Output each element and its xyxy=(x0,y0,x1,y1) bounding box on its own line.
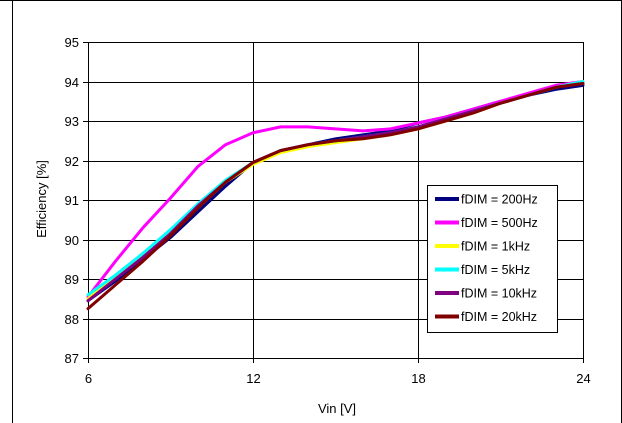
x-tick-label: 6 xyxy=(85,371,92,386)
legend-label: fDIM = 200Hz xyxy=(461,193,538,207)
x-tick-label: 18 xyxy=(411,371,425,386)
legend-box xyxy=(427,185,558,333)
y-tick-label: 91 xyxy=(65,193,79,208)
y-tick-label: 94 xyxy=(65,75,79,90)
plot-area: 87 88 89 90 91 92 93 94 95 6 12 18 24 xyxy=(65,35,591,386)
y-tick-label: 89 xyxy=(65,272,79,287)
legend-label: fDIM = 10kHz xyxy=(461,287,537,301)
legend-label: fDIM = 20kHz xyxy=(461,310,537,324)
x-axis-label: Vin [V] xyxy=(318,401,356,416)
plot-border xyxy=(88,42,584,359)
y-tick-label: 87 xyxy=(65,351,79,366)
legend-label: fDIM = 1kHz xyxy=(461,240,530,254)
legend-label: fDIM = 500Hz xyxy=(461,216,538,230)
y-tick-label: 88 xyxy=(65,312,79,327)
y-tick-label: 92 xyxy=(65,154,79,169)
y-tick-label: 90 xyxy=(65,233,79,248)
series-line xyxy=(86,82,585,311)
series-line xyxy=(86,80,585,299)
y-tick-label: 95 xyxy=(65,35,79,50)
x-tick-label: 12 xyxy=(246,371,260,386)
x-tick-label: 24 xyxy=(576,371,590,386)
legend: fDIM = 200Hz fDIM = 500Hz fDIM = 1kHz fDIM … xyxy=(427,185,558,333)
legend-label: fDIM = 5kHz xyxy=(461,263,530,277)
y-tick-label: 93 xyxy=(65,114,79,129)
y-axis-label: Efficiency [%] xyxy=(34,160,49,238)
